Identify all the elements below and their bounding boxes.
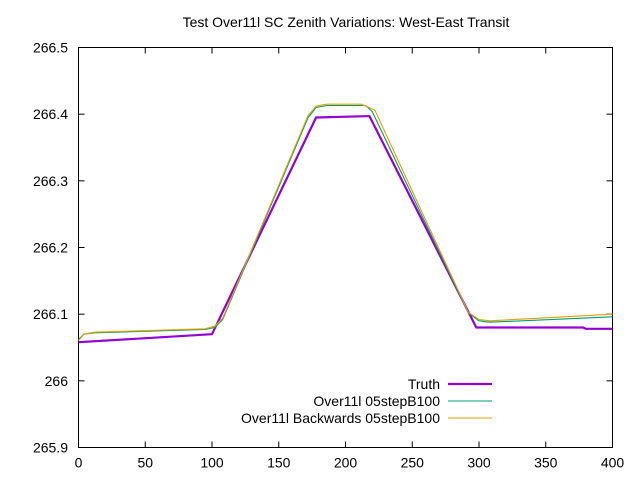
y-tick-label: 266.3 (33, 173, 68, 189)
y-tick-label: 266.5 (33, 40, 68, 56)
x-tick-label: 300 (467, 455, 491, 471)
legend-label: Truth (408, 376, 440, 392)
x-tick-label: 100 (200, 455, 224, 471)
x-tick-label: 150 (267, 455, 291, 471)
x-tick-label: 250 (401, 455, 425, 471)
y-tick-label: 266.2 (33, 240, 68, 256)
x-tick-label: 50 (137, 455, 153, 471)
chart-title: Test Over11l SC Zenith Variations: West-… (183, 14, 510, 30)
axis-ticks: 0 50 100 150 200 250 300 350 400 266.5 266.4 266.3 2… (33, 40, 624, 471)
plot-frame (78, 47, 613, 448)
y-tick-label: 266 (45, 373, 69, 389)
y-tick-label: 265.9 (33, 440, 68, 456)
x-tick-label: 350 (534, 455, 558, 471)
x-tick-label: 400 (601, 455, 625, 471)
x-tick-label: 200 (334, 455, 358, 471)
y-tick-label: 266.4 (33, 106, 68, 122)
legend-label: Over11l Backwards 05stepB100 (241, 410, 440, 426)
y-tick-label: 266.1 (33, 306, 68, 322)
series-line-1 (78, 115, 613, 344)
series-line-2 (78, 104, 613, 340)
series-line-3 (78, 103, 613, 342)
series-layer (78, 103, 613, 344)
x-tick-label: 0 (75, 455, 83, 471)
legend-label: Over11l 05stepB100 (313, 393, 440, 409)
